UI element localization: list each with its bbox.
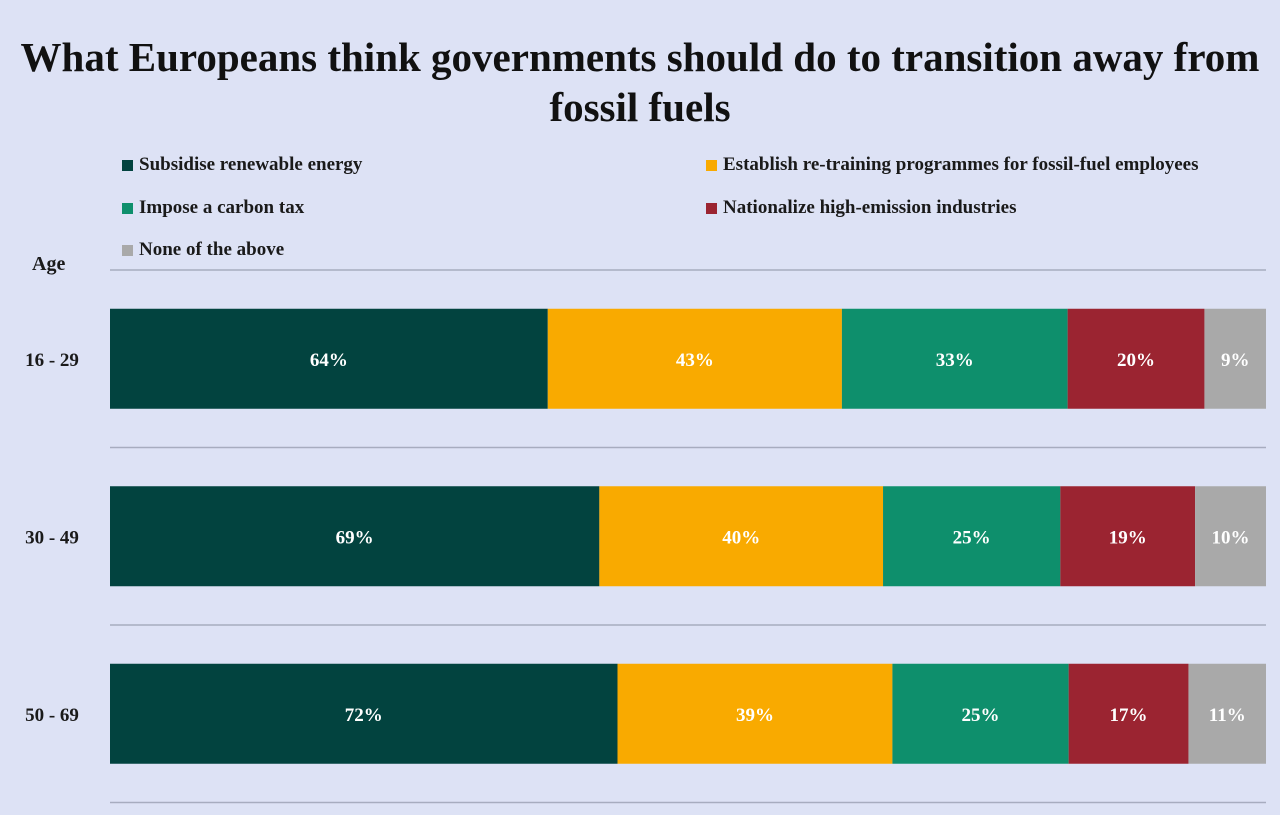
bar-segment (1204, 308, 1266, 409)
legend-label-carbon-tax: Impose a carbon tax (139, 197, 305, 218)
data-label: 10% (1212, 527, 1250, 548)
bar-segment (892, 663, 1069, 764)
bar-segment (617, 663, 893, 764)
data-label: 25% (953, 527, 991, 548)
bar-segment (841, 308, 1068, 409)
legend-swatch-carbon-tax (122, 202, 133, 214)
data-label: 39% (736, 705, 774, 726)
data-label: 25% (962, 705, 1000, 726)
bar-segment (1060, 486, 1196, 587)
data-label: 69% (336, 527, 374, 548)
category-label: 30 - 49 (25, 527, 79, 548)
legend-swatch-subsidise (122, 159, 133, 171)
legend-item-carbon-tax: Impose a carbon tax (122, 197, 304, 219)
bar-segment (599, 486, 884, 587)
category-label: 50 - 69 (25, 705, 79, 726)
bar-segment (110, 663, 618, 764)
legend-label-none: None of the above (139, 239, 285, 260)
data-label: 33% (936, 350, 974, 371)
legend-swatch-nationalize (706, 202, 717, 214)
bar-segment (1195, 486, 1266, 587)
chart-title: What Europeans think governments should … (20, 34, 1260, 130)
data-label: 40% (722, 527, 760, 548)
bar-segment (110, 308, 548, 409)
legend-swatch-none (122, 244, 133, 256)
legend-item-subsidise: Subsidise renewable energy (122, 154, 362, 176)
legend-swatch-retraining (706, 159, 717, 171)
legend-item-none: None of the above (122, 239, 284, 261)
category-label: 16 - 29 (25, 350, 79, 371)
data-label: 9% (1221, 350, 1250, 371)
bar-segment (1068, 663, 1189, 764)
data-label: 17% (1110, 705, 1148, 726)
data-label: 19% (1109, 527, 1147, 548)
y-axis-title: Age (32, 253, 66, 275)
bar-segment (110, 486, 600, 587)
data-label: 20% (1117, 350, 1155, 371)
bar-segment (1188, 663, 1266, 764)
bar-segment (1067, 308, 1205, 409)
data-label: 43% (676, 350, 714, 371)
data-label: 64% (310, 350, 348, 371)
legend-label-subsidise: Subsidise renewable energy (139, 154, 363, 175)
data-label: 72% (345, 705, 383, 726)
legend-item-nationalize: Nationalize high-emission industries (706, 197, 1016, 219)
legend-item-retraining: Establish re-training programmes for fos… (706, 154, 1199, 176)
bar-segment (547, 308, 842, 409)
legend-label-nationalize: Nationalize high-emission industries (723, 197, 1017, 218)
data-label: 11% (1209, 705, 1246, 726)
bar-segment (883, 486, 1061, 587)
legend-label-retraining: Establish re-training programmes for fos… (723, 154, 1199, 175)
